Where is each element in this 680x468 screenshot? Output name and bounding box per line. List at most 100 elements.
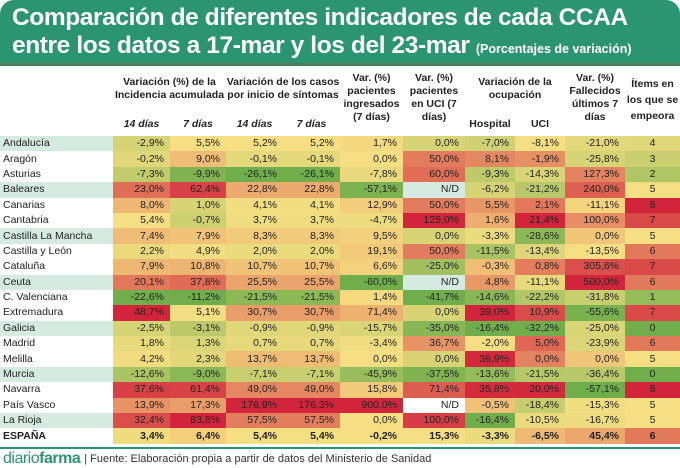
value-cell: -23,9% (565, 336, 626, 352)
value-cell: 37,6% (113, 382, 170, 398)
region-label: Melilla (3, 352, 33, 365)
region-label: C. Valenciana (3, 291, 68, 304)
value-cell: -55,6% (565, 305, 626, 321)
value-cell: 3,7% (226, 212, 284, 229)
table-row: Asturias -7,3% -9,9% -26,1% -26,1% -7,8% 60,0%… (0, 166, 680, 183)
value-cell: 60,0% (403, 166, 466, 183)
value-cell: 1,8% (113, 336, 170, 352)
value-cell: -25,8% (565, 151, 626, 167)
value-cell: 8,0% (113, 197, 170, 213)
value-cell: -45,9% (340, 366, 404, 383)
value-cell: N/D (403, 397, 466, 414)
value-cell: -41,7% (403, 289, 466, 306)
value-cell: -25,0% (565, 320, 626, 337)
items-worse-cell: 6 (625, 243, 680, 260)
value-cell: -0,3% (465, 259, 516, 275)
value-cell: 10,9% (515, 305, 566, 321)
value-cell: -22,6% (113, 289, 170, 306)
value-cell: -31,8% (565, 289, 626, 306)
value-cell: 30,7% (283, 305, 341, 321)
items-worse-cell: 5 (625, 413, 680, 429)
title-subtitle: (Porcentajes de variación) (475, 42, 632, 56)
value-cell: 1,0% (170, 197, 227, 213)
value-cell: -4,7% (340, 212, 404, 229)
value-cell: -0,1% (283, 151, 341, 167)
region-label: Cataluña (3, 260, 46, 273)
value-cell: 6,4% (170, 428, 227, 444)
value-cell: -11,1% (565, 197, 626, 213)
value-cell: -0,1% (226, 151, 284, 167)
table-row: Canarias 8,0% 1,0% 4,1% 4,1% 12,9% 50,0% 5,5% 2,… (0, 197, 680, 213)
value-cell: 240,0% (565, 182, 626, 198)
table-row: La Rioja 32,4% 83,8% 57,5% 57,5% 0,0% 100,0% -1… (0, 413, 680, 429)
table-row: Madrid 1,8% 1,3% 0,7% 0,7% -3,4% 36,7% -2,0% 5,0… (0, 336, 680, 352)
value-cell: -25,0% (403, 259, 466, 275)
value-cell: -21,0% (565, 136, 626, 152)
value-cell: N/D (403, 182, 466, 198)
value-cell: -57,1% (340, 182, 404, 198)
value-cell: 17,3% (170, 397, 227, 414)
value-cell: 7,9% (113, 259, 170, 275)
header-fallecidos: Var. (%) Fallecidos últimos 7 días (569, 72, 621, 123)
footer: diariofarma | Fuente: Elaboración propia… (3, 449, 431, 468)
value-cell: 25,5% (226, 274, 284, 290)
title-line-2: entre los datos a 17-mar y los del 23-ma… (12, 32, 632, 60)
value-cell: 45,4% (565, 428, 626, 444)
header-incidencia: Variación (%) de la Incidencia acumulada (114, 76, 225, 101)
value-cell: 4,1% (226, 197, 284, 213)
items-worse-cell: 5 (625, 397, 680, 414)
value-cell: 8,1% (465, 151, 516, 167)
value-cell: -8,1% (515, 136, 566, 152)
value-cell: -32,2% (515, 320, 566, 337)
value-cell: -0,9% (226, 320, 284, 337)
items-worse-cell: 4 (625, 136, 680, 152)
value-cell: 5,4% (113, 212, 170, 229)
value-cell: -3,4% (340, 336, 404, 352)
value-cell: 0,0% (565, 228, 626, 244)
value-cell: -2,9% (113, 136, 170, 152)
value-cell: -21,2% (515, 182, 566, 198)
items-worse-cell: 1 (625, 289, 680, 306)
value-cell: 1,4% (340, 289, 404, 306)
value-cell: -36,4% (565, 366, 626, 383)
value-cell: -7,1% (226, 366, 284, 383)
value-cell: 5,4% (226, 428, 284, 444)
table-row: Melilla 4,2% 2,3% 13,7% 13,7% 0,0% 0,0% 36,9% 0,… (0, 351, 680, 367)
items-worse-cell: 7 (625, 305, 680, 321)
value-cell: -0,2% (113, 151, 170, 167)
value-cell: -9,9% (170, 166, 227, 183)
value-cell: 1,6% (465, 212, 516, 229)
value-cell: 8,3% (226, 228, 284, 244)
value-cell: 10,7% (283, 259, 341, 275)
value-cell: 305,6% (565, 259, 626, 275)
value-cell: -7,8% (340, 166, 404, 183)
value-cell: 20,0% (515, 382, 566, 398)
value-cell: 25,5% (283, 274, 341, 290)
header-items: Ítems en los que se empeora (626, 78, 679, 122)
table-row: Aragón -0,2% 9,0% -0,1% -0,1% 0,0% 50,0% 8,1% -1… (0, 151, 680, 167)
value-cell: -1,9% (515, 151, 566, 167)
value-cell: 15,8% (340, 382, 404, 398)
table-row: Murcia -12,6% -9,0% -7,1% -7,1% -45,9% -37,5% -… (0, 366, 680, 383)
value-cell: 9,0% (170, 151, 227, 167)
value-cell: 5,5% (465, 197, 516, 213)
region-label: Castilla La Mancha (0, 228, 113, 244)
items-worse-cell: 7 (625, 212, 680, 229)
subheader-casos-14: 14 días (236, 117, 273, 130)
region-label: Galicia (0, 320, 113, 337)
value-cell: 4,1% (283, 197, 341, 213)
subheader-hospital: Hospital (469, 117, 511, 130)
region-label: Asturias (3, 167, 41, 180)
value-cell: 0,0% (340, 413, 404, 429)
value-cell: 4,2% (113, 351, 170, 367)
value-cell: 13,9% (113, 397, 170, 414)
value-cell: 0,0% (403, 136, 466, 152)
value-cell: 32,4% (113, 413, 170, 429)
value-cell: 22,8% (226, 182, 284, 198)
value-cell: -13,5% (565, 243, 626, 260)
value-cell: 100,0% (403, 413, 466, 429)
value-cell: 176,9% (226, 397, 284, 414)
value-cell: -60,0% (340, 274, 404, 290)
value-cell: 2,1% (515, 197, 566, 213)
title-divider (0, 63, 680, 66)
